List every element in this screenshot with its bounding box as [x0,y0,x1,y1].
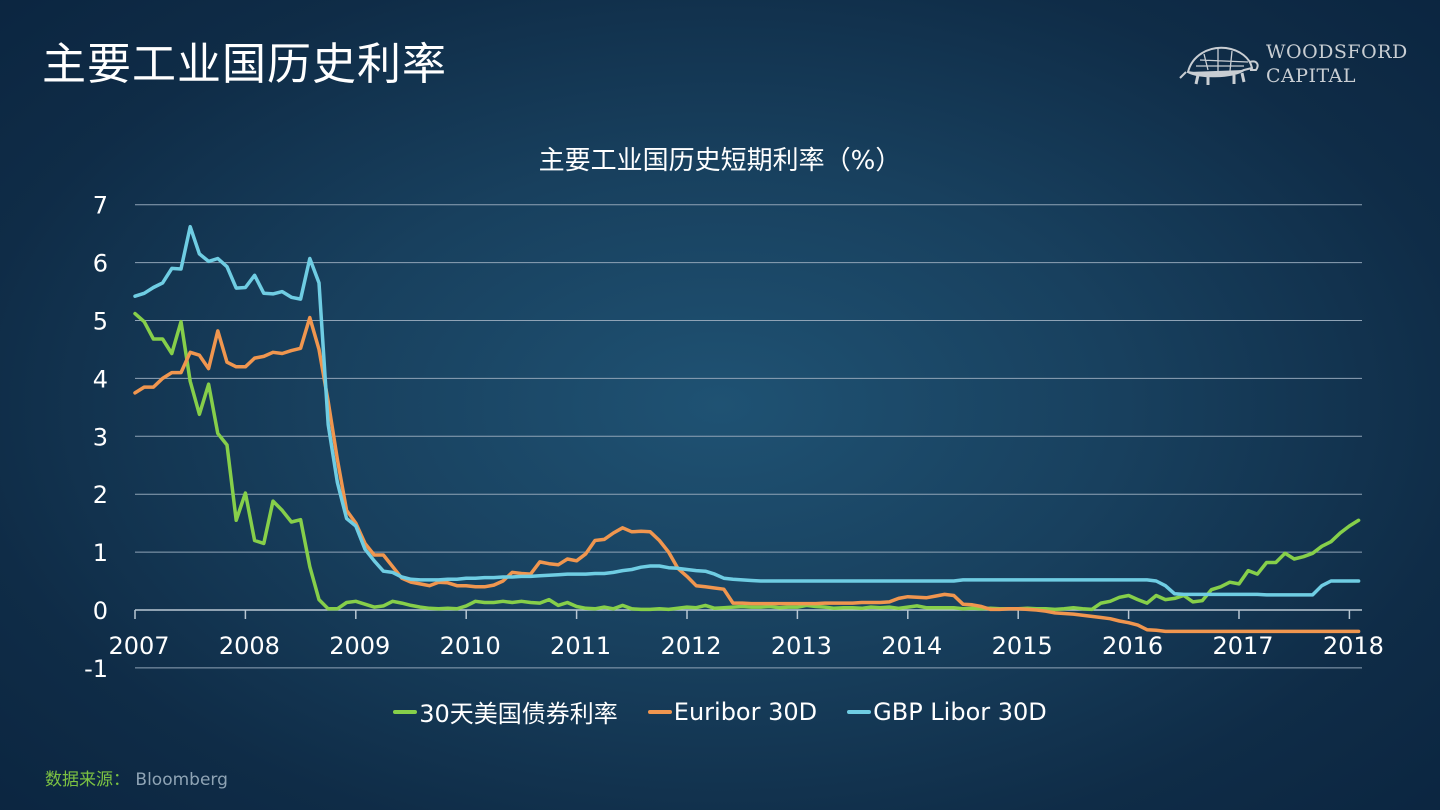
legend-label: GBP Libor 30D [873,697,1047,726]
x-tick-label: 2016 [1102,632,1163,660]
tortoise-icon [1179,46,1259,85]
y-tick-label: 7 [93,192,108,220]
x-tick-label: 2014 [881,632,942,660]
y-tick-label: -1 [84,655,108,683]
source-label: 数据来源： [45,770,130,790]
x-tick-label: 2008 [219,632,280,660]
legend-swatch-us [393,709,418,714]
x-tick-label: 2007 [108,632,169,660]
series-line-0 [133,311,1361,612]
x-tick-label: 2018 [1323,632,1384,660]
legend-item-us: 30天美国债券利率 [393,694,618,729]
x-tick-label: 2015 [992,632,1053,660]
series-line-2 [133,224,1361,597]
legend-item-euribor: Euribor 30D [647,694,818,729]
legend-swatch-gbp [847,709,872,714]
logo-line2: CAPITAL [1266,65,1357,87]
chart-legend: 30天美国债券利率 Euribor 30D GBP Libor 30D [0,694,1440,729]
y-tick-label: 2 [93,481,108,509]
company-logo: WOODSFORD CAPITAL [1178,40,1418,92]
y-tick-label: 5 [93,308,108,336]
x-tick-label: 2010 [440,632,501,660]
legend-label: Euribor 30D [673,697,818,726]
data-source: 数据来源： Bloomberg [45,765,228,790]
x-tick-label: 2017 [1212,632,1273,660]
series-line-1 [133,315,1361,634]
chart-title: 主要工业国历史短期利率（%） [538,146,902,176]
x-tick-label: 2013 [771,632,832,660]
x-tick-label: 2012 [660,632,721,660]
y-tick-label: 4 [93,365,108,393]
legend-item-gbp: GBP Libor 30D [847,694,1047,729]
y-tick-label: 3 [93,423,108,451]
y-tick-label: 0 [93,597,108,625]
legend-swatch-euribor [647,709,672,714]
x-tick-label: 2011 [550,632,611,660]
page-title: 主要工业国历史利率 [42,39,447,90]
y-tick-label: 6 [93,250,108,278]
x-tick-label: 2009 [329,632,390,660]
source-value: Bloomberg [135,770,228,790]
logo-line1: WOODSFORD [1266,41,1408,63]
legend-label: 30天美国债券利率 [419,700,618,728]
y-tick-label: 1 [93,539,108,567]
